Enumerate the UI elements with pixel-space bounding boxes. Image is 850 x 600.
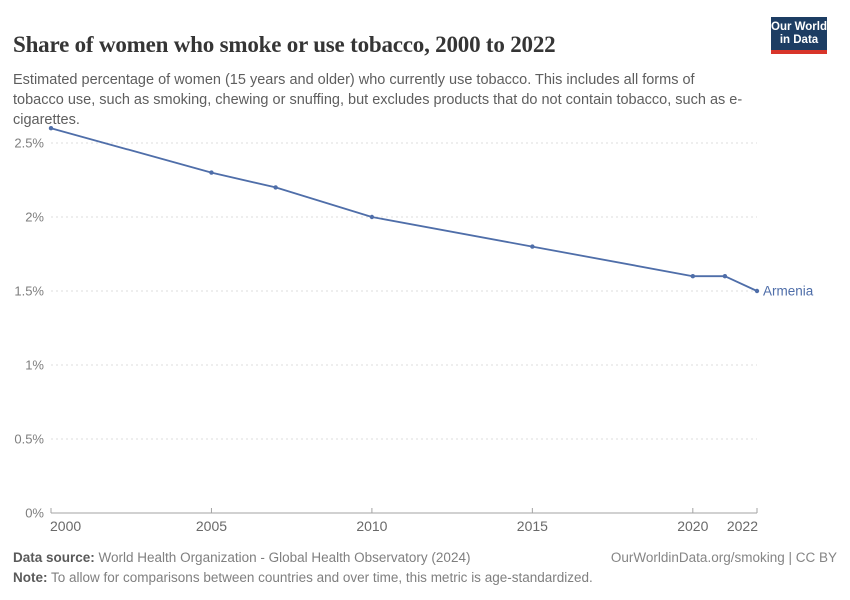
series-line-armenia xyxy=(50,127,758,292)
x-axis-tick-label: 2000 xyxy=(50,518,81,534)
note-value: To allow for comparisons between countri… xyxy=(47,570,593,585)
data-point xyxy=(754,288,760,294)
x-axis-tick-label: 2020 xyxy=(677,518,708,534)
data-source-value: World Health Organization - Global Healt… xyxy=(94,550,471,565)
y-axis-tick-label: 1.5% xyxy=(14,284,44,299)
line-chart: 0% 0.5% 1% 1.5% 2% 2.5% 2000 2005 2010 2015 2020 20… xyxy=(14,126,814,534)
chart-subtitle: Estimated percentage of women (15 years … xyxy=(13,71,743,128)
x-axis-tick-label: 2010 xyxy=(356,518,387,534)
y-axis-tick-label: 2% xyxy=(25,210,44,225)
series-end-label-armenia: Armenia xyxy=(763,284,814,299)
data-point xyxy=(48,126,54,131)
data-point xyxy=(209,170,214,175)
note-text: Note: To allow for comparisons between c… xyxy=(13,570,593,585)
y-axis-tick-label: 0.5% xyxy=(14,432,44,447)
x-axis-tick-label: 2005 xyxy=(196,518,227,534)
chart-footer: Data source: World Health Organization -… xyxy=(13,548,837,588)
owid-logo-text-line2: in Data xyxy=(779,34,819,46)
page-title: Share of women who smoke or use tobacco,… xyxy=(13,32,556,58)
note-label: Note: xyxy=(13,570,48,585)
data-point xyxy=(369,214,375,220)
y-axis-tick-label: 0% xyxy=(25,506,44,521)
data-point xyxy=(722,274,728,279)
data-point xyxy=(690,274,696,279)
owid-logo[interactable]: Our World in Data xyxy=(771,17,827,54)
data-point xyxy=(530,244,535,249)
data-point xyxy=(273,185,278,190)
owid-logo-text-line1: Our World xyxy=(771,21,828,33)
y-axis-tick-label: 1% xyxy=(25,358,44,373)
data-source-text: Data source: World Health Organization -… xyxy=(13,548,470,568)
data-source-label: Data source: xyxy=(13,550,95,565)
x-axis-tick-label: 2022 xyxy=(727,518,758,534)
y-axis-tick-label: 2.5% xyxy=(14,136,44,151)
owid-cc-link[interactable]: OurWorldinData.org/smoking | CC BY xyxy=(610,550,837,565)
x-axis-tick-label: 2015 xyxy=(517,518,548,534)
